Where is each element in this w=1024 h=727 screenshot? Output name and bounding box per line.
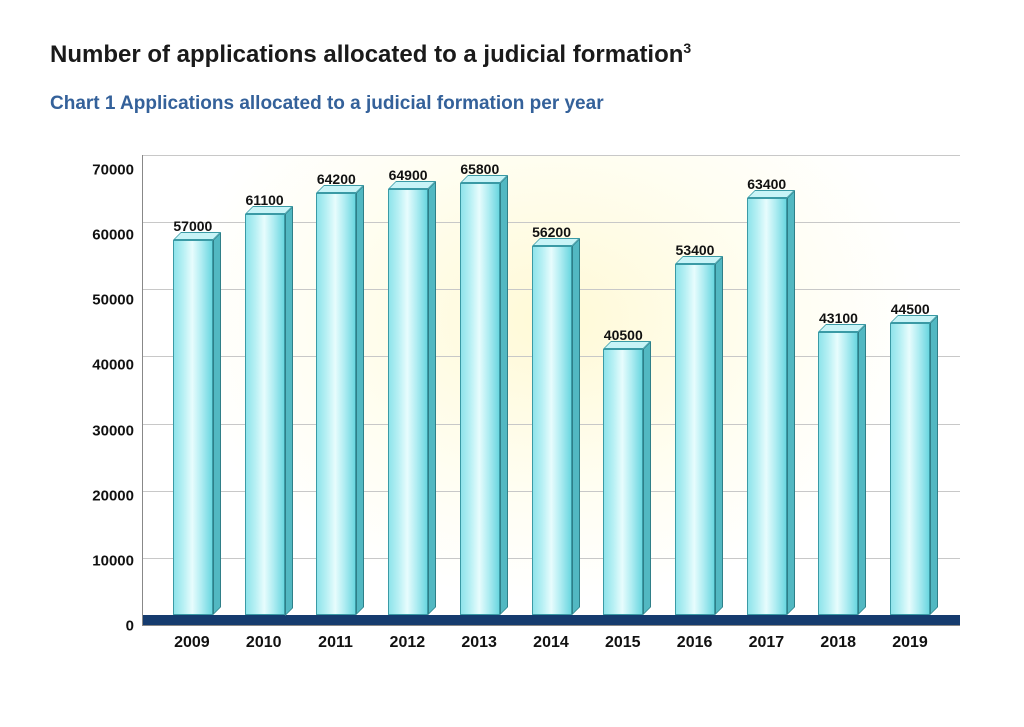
bar-top-face	[388, 181, 436, 189]
bar-slot: 64200	[300, 155, 372, 615]
bar-slot: 40500	[587, 155, 659, 615]
y-tick: 50000	[92, 293, 134, 308]
bar-slot: 43100	[803, 155, 875, 615]
bar-slot: 56200	[516, 155, 588, 615]
bar-side-face	[715, 256, 723, 615]
y-tick: 0	[126, 618, 134, 633]
bar-slot: 53400	[659, 155, 731, 615]
page-title: Number of applications allocated to a ju…	[50, 40, 974, 69]
x-tick: 2009	[156, 634, 228, 652]
bar-side-face	[500, 175, 508, 615]
title-text: Number of applications allocated to a ju…	[50, 41, 683, 68]
x-tick: 2014	[515, 634, 587, 652]
plot-area: 5700061100642006490065800562004050053400…	[142, 155, 960, 626]
x-tick: 2015	[587, 634, 659, 652]
bar-side-face	[643, 341, 651, 615]
bar-front-face	[818, 332, 858, 615]
bar	[460, 183, 500, 615]
x-tick: 2011	[300, 634, 372, 652]
bar-side-face	[356, 185, 364, 615]
bars-group: 5700061100642006490065800562004050053400…	[143, 155, 960, 625]
bar	[890, 323, 930, 615]
bar-top-face	[532, 238, 580, 246]
bar-top-face	[747, 190, 795, 198]
bar-front-face	[460, 183, 500, 615]
bar-front-face	[603, 349, 643, 615]
y-tick: 40000	[92, 358, 134, 373]
bar-front-face	[890, 323, 930, 615]
bar	[818, 332, 858, 615]
y-tick: 70000	[92, 163, 134, 178]
bar-top-face	[818, 324, 866, 332]
bar-top-face	[245, 206, 293, 214]
bar-side-face	[858, 324, 866, 615]
title-footnote: 3	[683, 40, 691, 56]
bar-side-face	[787, 190, 795, 615]
bar-front-face	[675, 264, 715, 615]
bar-slot: 65800	[444, 155, 516, 615]
bar-front-face	[388, 189, 428, 615]
bar-front-face	[532, 246, 572, 615]
y-tick: 60000	[92, 228, 134, 243]
bar-slot: 57000	[157, 155, 229, 615]
bar-top-face	[460, 175, 508, 183]
bar	[675, 264, 715, 615]
bar	[747, 198, 787, 615]
bar-top-face	[890, 315, 938, 323]
bar	[603, 349, 643, 615]
bar-slot: 64900	[372, 155, 444, 615]
y-axis: 700006000050000400003000020000100000	[80, 155, 142, 626]
x-axis: 2009201020112012201320142015201620172018…	[142, 626, 960, 652]
bar-front-face	[173, 240, 213, 615]
y-tick: 20000	[92, 488, 134, 503]
x-tick: 2012	[371, 634, 443, 652]
bar-front-face	[747, 198, 787, 615]
bar	[388, 189, 428, 615]
bar	[245, 214, 285, 616]
x-tick: 2010	[228, 634, 300, 652]
bar	[532, 246, 572, 615]
x-tick: 2017	[731, 634, 803, 652]
chart-container: 70000 60000 50000 40000 30000 20000 10000 0 570…	[80, 155, 960, 652]
y-tick: 10000	[92, 553, 134, 568]
bar-side-face	[213, 232, 221, 615]
bar-slot: 44500	[874, 155, 946, 615]
bar-front-face	[316, 193, 356, 615]
bar-slot: 61100	[229, 155, 301, 615]
chart-subtitle: Chart 1 Applications allocated to a judi…	[50, 93, 974, 115]
bar-top-face	[603, 341, 651, 349]
x-tick: 2013	[443, 634, 515, 652]
y-tick: 30000	[92, 423, 134, 438]
bar-side-face	[285, 206, 293, 616]
x-tick: 2018	[802, 634, 874, 652]
bar-top-face	[675, 256, 723, 264]
bar	[173, 240, 213, 615]
bar-top-face	[173, 232, 221, 240]
bar-side-face	[572, 238, 580, 615]
bar	[316, 193, 356, 615]
bar-slot: 63400	[731, 155, 803, 615]
x-tick: 2019	[874, 634, 946, 652]
bar-front-face	[245, 214, 285, 616]
bar-side-face	[930, 315, 938, 615]
bar-side-face	[428, 181, 436, 615]
x-tick: 2016	[659, 634, 731, 652]
